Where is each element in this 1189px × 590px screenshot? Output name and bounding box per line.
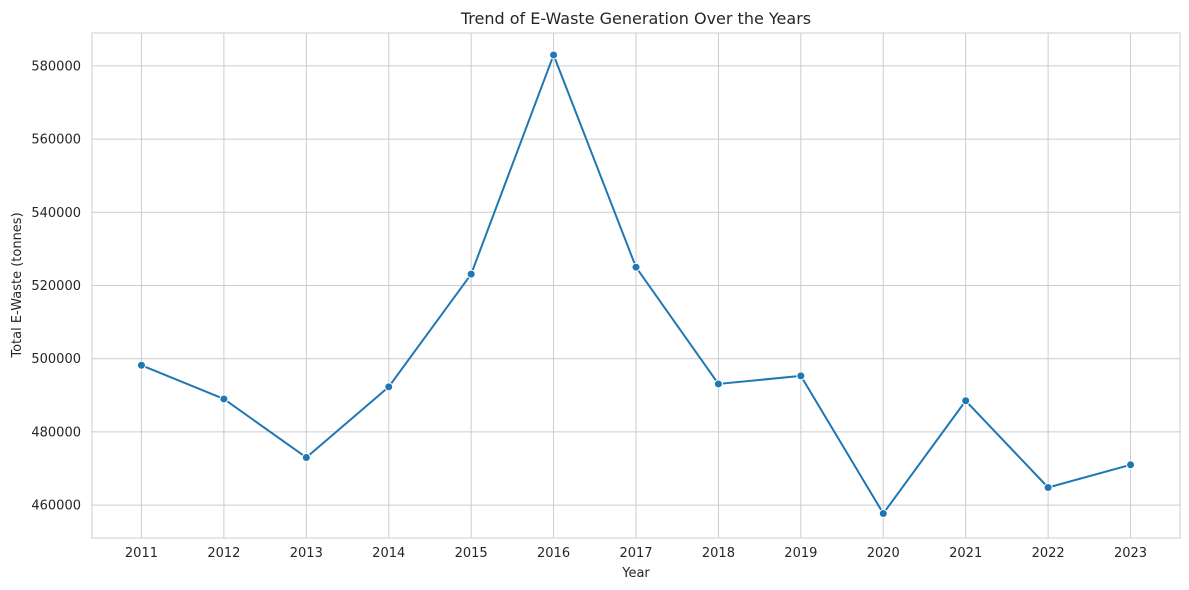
x-tick-label: 2022 (1032, 546, 1065, 561)
y-axis-label: Total E-Waste (tonnes) (10, 212, 25, 358)
data-point (1043, 483, 1053, 492)
x-tick-label: 2017 (619, 546, 652, 561)
x-tick-label: 2014 (372, 546, 405, 561)
x-tick-label: 2011 (125, 546, 158, 561)
x-tick-label: 2023 (1114, 546, 1147, 561)
axis-ticks: 2011 2012 2013 2014 2015 2016 2017 2018 2019 2020… (31, 59, 1147, 561)
data-point (961, 396, 971, 406)
x-tick-label: 2012 (207, 546, 240, 561)
data-point (219, 394, 229, 404)
y-tick-label: 580000 (31, 59, 81, 74)
data-point (796, 371, 806, 381)
data-series (136, 50, 1136, 518)
data-point (878, 508, 888, 518)
data-point (631, 262, 641, 272)
x-tick-label: 2015 (455, 546, 488, 561)
y-tick-label: 540000 (31, 206, 81, 221)
data-point (384, 382, 394, 392)
data-point (136, 360, 146, 370)
x-tick-label: 2016 (537, 546, 570, 561)
data-point (301, 452, 311, 462)
plot-frame (91, 32, 1181, 539)
x-tick-label: 2019 (784, 546, 817, 561)
grid-lines (92, 33, 1180, 538)
x-tick-label: 2018 (702, 546, 735, 561)
y-tick-label: 520000 (31, 279, 81, 294)
x-axis-label: Year (621, 566, 650, 581)
x-tick-label: 2020 (867, 546, 900, 561)
data-point (1126, 460, 1136, 470)
data-point (549, 50, 559, 60)
chart-title: Trend of E-Waste Generation Over the Yea… (460, 9, 811, 28)
x-tick-label: 2021 (949, 546, 982, 561)
y-tick-label: 480000 (31, 425, 81, 440)
y-tick-label: 460000 (31, 499, 81, 514)
y-tick-label: 500000 (31, 352, 81, 367)
x-tick-label: 2013 (290, 546, 323, 561)
data-point (713, 379, 723, 389)
data-point (466, 269, 476, 279)
y-tick-label: 560000 (31, 133, 81, 148)
